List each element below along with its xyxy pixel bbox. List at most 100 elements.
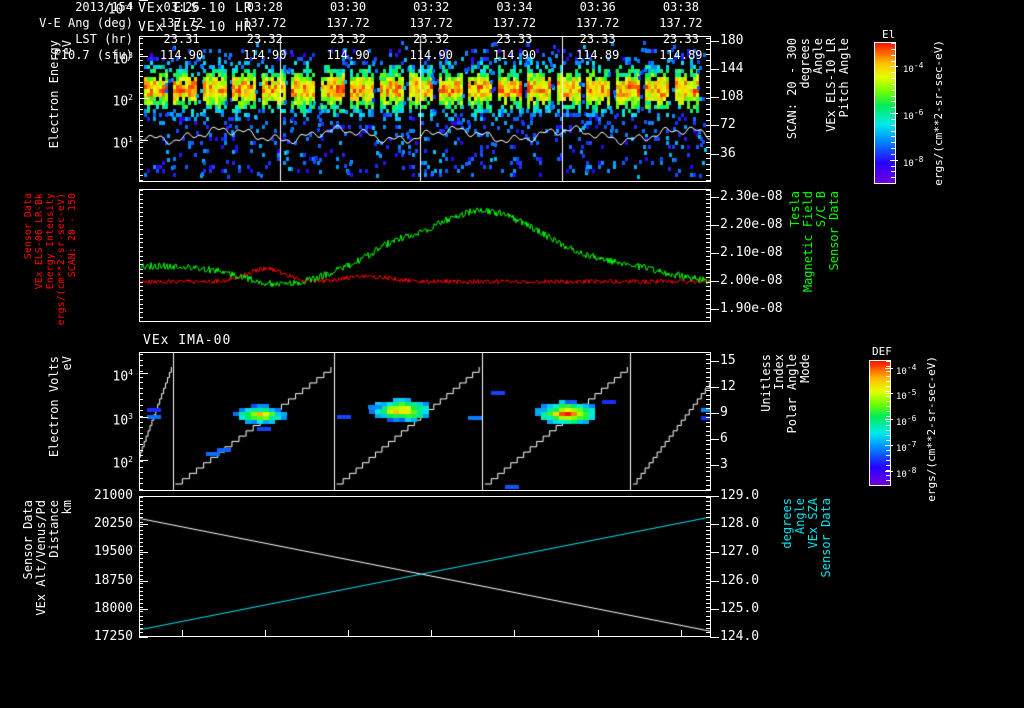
colorbar-minor-tick (891, 90, 895, 91)
axis-minor-tick (139, 636, 143, 637)
axis-tick-mark (139, 609, 148, 610)
colorbar-tick-label: 10-4 (903, 60, 924, 75)
axis-minor-tick (139, 93, 143, 94)
axis-minor-tick (139, 550, 143, 551)
axis-minor-tick (706, 308, 711, 309)
axis-minor-tick (139, 558, 143, 559)
bottom-table-cell: 137.72 (409, 16, 453, 30)
axis-minor-tick (139, 109, 143, 110)
colorbar-minor-tick (891, 154, 895, 155)
axis-minor-tick (706, 542, 711, 543)
axis-minor-tick (706, 242, 711, 243)
bottom-table-cell: 114.90 (492, 48, 537, 62)
axis-minor-tick (706, 304, 711, 305)
bottom-table-cell: 23.33 (579, 32, 616, 46)
panel-energy-intensity-magfield (139, 189, 711, 322)
axis-minor-tick (139, 158, 143, 159)
axis-minor-tick (139, 251, 143, 252)
axis-minor-tick (139, 562, 143, 563)
axis-tick-mark (139, 552, 148, 553)
colorbar-minor-tick (886, 425, 890, 426)
axis-minor-tick (706, 199, 711, 200)
axis-minor-tick (706, 440, 711, 441)
axis-minor-tick (139, 312, 143, 313)
colorbar-tick-label: 10-5 (896, 388, 917, 403)
bottom-table-cell: 23.33 (662, 32, 699, 46)
axis-minor-tick (139, 277, 143, 278)
axis-minor-tick (139, 365, 143, 366)
axis-minor-tick (139, 282, 143, 283)
colorbar-minor-tick (886, 416, 890, 417)
axis-minor-tick (706, 587, 711, 588)
axis-tick-mark (710, 609, 719, 610)
axis-minor-tick (139, 632, 143, 633)
axis-label-line: Energy Intensity (45, 193, 56, 290)
axis-tick-label: 102 (112, 455, 133, 472)
axis-minor-tick (139, 607, 143, 608)
axis-minor-tick (706, 207, 711, 208)
axis-tick-mark (710, 524, 719, 525)
axis-minor-tick (706, 404, 711, 405)
axis-minor-tick (139, 203, 143, 204)
axis-minor-tick (139, 599, 143, 600)
axis-minor-tick (706, 277, 711, 278)
axis-minor-tick (139, 542, 143, 543)
axis-minor-tick (706, 546, 711, 547)
axis-minor-tick (706, 408, 711, 409)
axis-label-line: eV (60, 356, 74, 371)
colorbar-tick-label: 10-7 (896, 439, 917, 454)
colorbar-minor-tick (886, 386, 890, 387)
axis-tick-label: 126.0 (720, 572, 760, 588)
axis-tick-mark (139, 98, 148, 99)
colorbar-minor-tick (886, 445, 890, 446)
axis-minor-tick (706, 505, 711, 506)
axis-minor-tick (139, 571, 143, 572)
colorbar-minor-tick (886, 376, 890, 377)
axis-tick-mark (710, 361, 719, 362)
axis-minor-tick (706, 286, 711, 287)
axis-label-line: Sensor Data (819, 498, 833, 578)
bottom-table-cell: 114.89 (659, 48, 703, 62)
axis-tick-label: 129.0 (720, 488, 760, 503)
axis-minor-tick (139, 87, 143, 88)
axis-tick-label: 3 (720, 456, 728, 472)
axis-minor-tick (139, 60, 143, 61)
colorbar-minor-tick (891, 61, 895, 62)
axis-minor-tick (139, 153, 143, 154)
axis-minor-tick (139, 416, 143, 417)
axis-tick-mark (710, 581, 719, 582)
colorbar-tick-label: 10-6 (903, 108, 924, 122)
colorbar-tick-label: 10-8 (903, 155, 924, 170)
axis-tick-label: 36 (720, 145, 736, 161)
axis-minor-tick (139, 304, 143, 305)
colorbar-minor-tick (891, 142, 895, 143)
axis-tick-mark (710, 197, 719, 198)
axis-minor-tick (139, 273, 143, 274)
axis-tick-label: 18750 (93, 572, 133, 588)
axis-minor-tick (139, 505, 143, 506)
axis-minor-tick (139, 82, 143, 83)
bottom-table-row: LST (hr) 23.31 23.32 23.32 23.32 23.33 23.33 23… (0, 32, 1024, 48)
axis-minor-tick (139, 567, 143, 568)
axis-minor-tick (706, 234, 711, 235)
axis-minor-tick (706, 534, 711, 535)
bottom-table-cell: 23.32 (246, 32, 283, 46)
axis-minor-tick (706, 194, 711, 195)
axis-minor-tick (706, 136, 711, 137)
axis-minor-tick (139, 497, 143, 498)
axis-minor-tick (706, 620, 711, 621)
axis-minor-tick (706, 363, 711, 364)
axis-minor-tick (706, 76, 711, 77)
axis-minor-tick (706, 282, 711, 283)
colorbar-minor-tick (886, 396, 890, 397)
axis-tick-mark (710, 387, 719, 388)
axis-minor-tick (139, 180, 143, 181)
bottom-table-cell: 23.33 (496, 32, 533, 46)
axis-minor-tick (139, 483, 143, 484)
bottom-table-cell: 137.72 (159, 16, 204, 30)
axis-minor-tick (706, 453, 711, 454)
bottom-table-row: 2013/154 03:26 03:28 03:30 03:32 03:34 03:36 03… (0, 0, 1024, 16)
axis-minor-tick (139, 620, 143, 621)
axis-minor-tick (706, 131, 711, 132)
axis-tick-mark (139, 581, 148, 582)
